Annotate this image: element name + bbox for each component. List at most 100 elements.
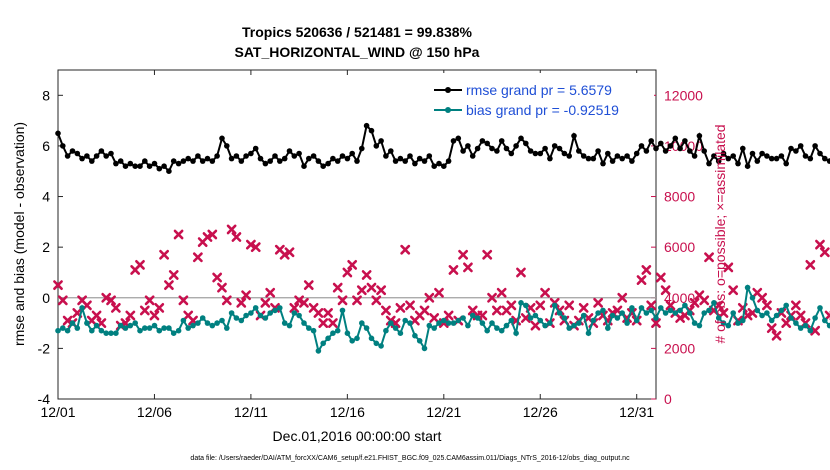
rmse-point bbox=[325, 160, 331, 167]
rmse-point bbox=[556, 145, 563, 152]
obs-count-marker bbox=[221, 295, 232, 306]
rmse-point bbox=[542, 145, 548, 152]
bias-point bbox=[715, 315, 722, 321]
obs-count-marker bbox=[665, 300, 676, 311]
obs-count-marker bbox=[723, 262, 734, 273]
bias-point bbox=[185, 325, 191, 331]
rmse-point bbox=[624, 153, 630, 159]
rmse-point bbox=[701, 148, 707, 154]
rmse-point bbox=[315, 158, 322, 164]
rmse-point bbox=[132, 163, 138, 169]
obs-count-marker bbox=[496, 287, 507, 298]
obs-count-marker bbox=[57, 295, 68, 306]
rmse-point bbox=[566, 153, 572, 159]
rmse-point bbox=[687, 148, 693, 154]
rmse-point bbox=[658, 140, 664, 147]
bias-point bbox=[209, 322, 216, 329]
rmse-point bbox=[638, 143, 645, 149]
chart-title-line1: Tropics 520636 / 521481 = 99.838% bbox=[242, 24, 473, 40]
bias-point bbox=[122, 325, 129, 331]
bias-point bbox=[204, 320, 211, 326]
rmse-point bbox=[127, 160, 134, 167]
rmse-point bbox=[479, 138, 486, 144]
rmse-point bbox=[812, 143, 818, 149]
rmse-point bbox=[373, 143, 380, 149]
obs-count-marker bbox=[356, 285, 367, 296]
rmse-point bbox=[609, 158, 616, 164]
bias-point bbox=[826, 322, 830, 329]
y-tick-label-left: -2 bbox=[38, 340, 51, 356]
bias-point bbox=[436, 320, 442, 326]
bias-point bbox=[108, 330, 114, 337]
rmse-point bbox=[711, 153, 717, 159]
y-tick-label-left: 8 bbox=[42, 87, 50, 103]
rmse-point bbox=[170, 158, 177, 164]
y-tick-label-right: 12000 bbox=[664, 87, 703, 103]
obs-count-marker bbox=[337, 295, 348, 306]
bias-point bbox=[412, 332, 418, 339]
obs-count-marker bbox=[593, 297, 604, 308]
rmse-point bbox=[277, 158, 283, 164]
data-file-footer: data file: /Users/raeder/DAI/ATM_forcXX/… bbox=[190, 455, 630, 462]
rmse-point bbox=[783, 160, 789, 167]
obs-count-marker bbox=[689, 297, 700, 308]
bias-point bbox=[566, 325, 572, 331]
rmse-point bbox=[677, 145, 683, 152]
bias-point bbox=[788, 315, 794, 321]
bias-point bbox=[373, 340, 380, 347]
rmse-point bbox=[561, 150, 568, 157]
rmse-point bbox=[238, 158, 245, 164]
bias-point bbox=[257, 312, 264, 319]
y-tick-label-right: 6000 bbox=[664, 239, 695, 255]
y-axis-label-right: # of obs: o=possible; ×=assimilated bbox=[712, 124, 728, 343]
bias-point bbox=[84, 320, 90, 326]
rmse-point bbox=[64, 153, 71, 159]
bias-point bbox=[571, 322, 577, 329]
rmse-point bbox=[195, 153, 201, 159]
bias-point bbox=[768, 317, 775, 324]
bias-point bbox=[60, 325, 66, 331]
bias-point bbox=[687, 310, 693, 316]
rmse-point bbox=[84, 153, 90, 159]
rmse-point bbox=[740, 145, 746, 152]
bias-point bbox=[638, 305, 645, 311]
bias-point bbox=[127, 322, 134, 329]
obs-count-marker bbox=[810, 325, 821, 336]
rmse-point bbox=[715, 158, 722, 164]
rmse-point bbox=[166, 168, 172, 174]
obs-count-marker bbox=[284, 247, 295, 258]
obs-count-marker bbox=[434, 287, 444, 298]
bias-point bbox=[156, 327, 163, 334]
rmse-point bbox=[518, 135, 524, 142]
bias-point bbox=[117, 322, 124, 329]
rmse-point bbox=[392, 158, 399, 164]
obs-count-marker bbox=[289, 302, 300, 313]
rmse-point bbox=[436, 160, 442, 167]
bias-point bbox=[605, 325, 611, 331]
rmse-point bbox=[248, 150, 254, 157]
rmse-point bbox=[161, 163, 167, 169]
legend-label: rmse grand pr = 5.6579 bbox=[466, 82, 612, 98]
bias-point bbox=[252, 305, 259, 311]
rmse-point bbox=[306, 155, 312, 162]
bias-point bbox=[69, 320, 76, 326]
x-tick-label: 12/31 bbox=[619, 404, 654, 420]
y-tick-label-right: 4000 bbox=[664, 290, 695, 306]
bias-point bbox=[378, 343, 384, 349]
rmse-point bbox=[113, 160, 119, 167]
bias-point bbox=[243, 312, 249, 319]
obs-count-marker bbox=[704, 252, 714, 263]
obs-count-marker bbox=[491, 305, 502, 316]
bias-point bbox=[161, 325, 167, 331]
bias-point bbox=[397, 330, 404, 337]
bias-point bbox=[392, 325, 399, 331]
rmse-point bbox=[662, 148, 669, 154]
bias-point bbox=[166, 325, 172, 331]
x-tick-label: 12/26 bbox=[523, 404, 558, 420]
rmse-point bbox=[744, 163, 751, 169]
bias-point bbox=[797, 325, 804, 331]
bias-point bbox=[542, 322, 548, 329]
rmse-point bbox=[503, 145, 510, 152]
bias-point bbox=[195, 320, 201, 326]
bias-point bbox=[407, 320, 413, 326]
